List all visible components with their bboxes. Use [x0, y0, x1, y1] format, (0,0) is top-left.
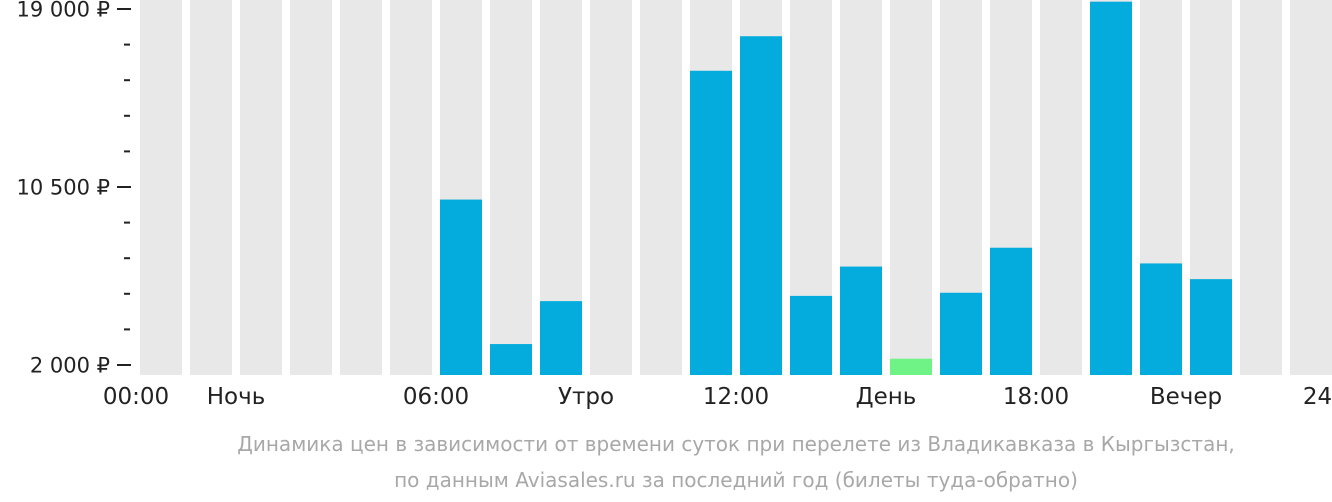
background-column	[240, 0, 282, 375]
x-tick-label: 12:00	[703, 384, 769, 410]
x-tick-label: 24:00	[1303, 384, 1332, 410]
x-tick-label: День	[856, 384, 917, 410]
x-tick-label: 00:00	[103, 384, 169, 410]
bar	[840, 266, 882, 375]
bar	[990, 247, 1032, 375]
background-column	[190, 0, 232, 375]
x-tick-label: Вечер	[1150, 384, 1222, 410]
bar-cheapest	[890, 358, 932, 375]
caption-line-1: Динамика цен в зависимости от времени су…	[237, 432, 1235, 456]
bar	[1190, 279, 1232, 375]
bar	[440, 199, 482, 375]
y-tick-label: 2 000 ₽	[30, 354, 110, 378]
chart-caption: Динамика цен в зависимости от времени су…	[237, 432, 1235, 492]
bar	[740, 36, 782, 375]
background-column	[1290, 0, 1332, 375]
caption-line-2: по данным Aviasales.ru за последний год …	[394, 468, 1078, 492]
bar	[790, 295, 832, 375]
bar	[1140, 263, 1182, 375]
background-column	[1240, 0, 1282, 375]
bar	[490, 344, 532, 375]
background-column	[390, 0, 432, 375]
bar	[690, 70, 732, 375]
bar	[1090, 1, 1132, 375]
background-column	[640, 0, 682, 375]
price-bars	[440, 1, 1232, 375]
bar	[540, 301, 582, 375]
background-column	[590, 0, 632, 375]
background-column	[890, 0, 932, 375]
y-tick-label: 19 000 ₽	[16, 0, 110, 22]
background-column	[140, 0, 182, 375]
x-tick-label: 06:00	[403, 384, 469, 410]
x-tick-label: Утро	[558, 384, 614, 410]
background-column	[290, 0, 332, 375]
x-tick-label: Ночь	[207, 384, 266, 410]
background-column	[1040, 0, 1082, 375]
background-column	[340, 0, 382, 375]
x-tick-label: 18:00	[1003, 384, 1069, 410]
y-tick-label: 10 500 ₽	[16, 176, 110, 200]
y-axis: 19 000 ₽ 10 500 ₽ 2 000 ₽	[16, 0, 131, 378]
bar	[940, 292, 982, 375]
x-axis: 00:00 Ночь 06:00 Утро 12:00 День 18:00 Вечер 24:…	[103, 384, 1332, 410]
background-column	[490, 0, 532, 375]
